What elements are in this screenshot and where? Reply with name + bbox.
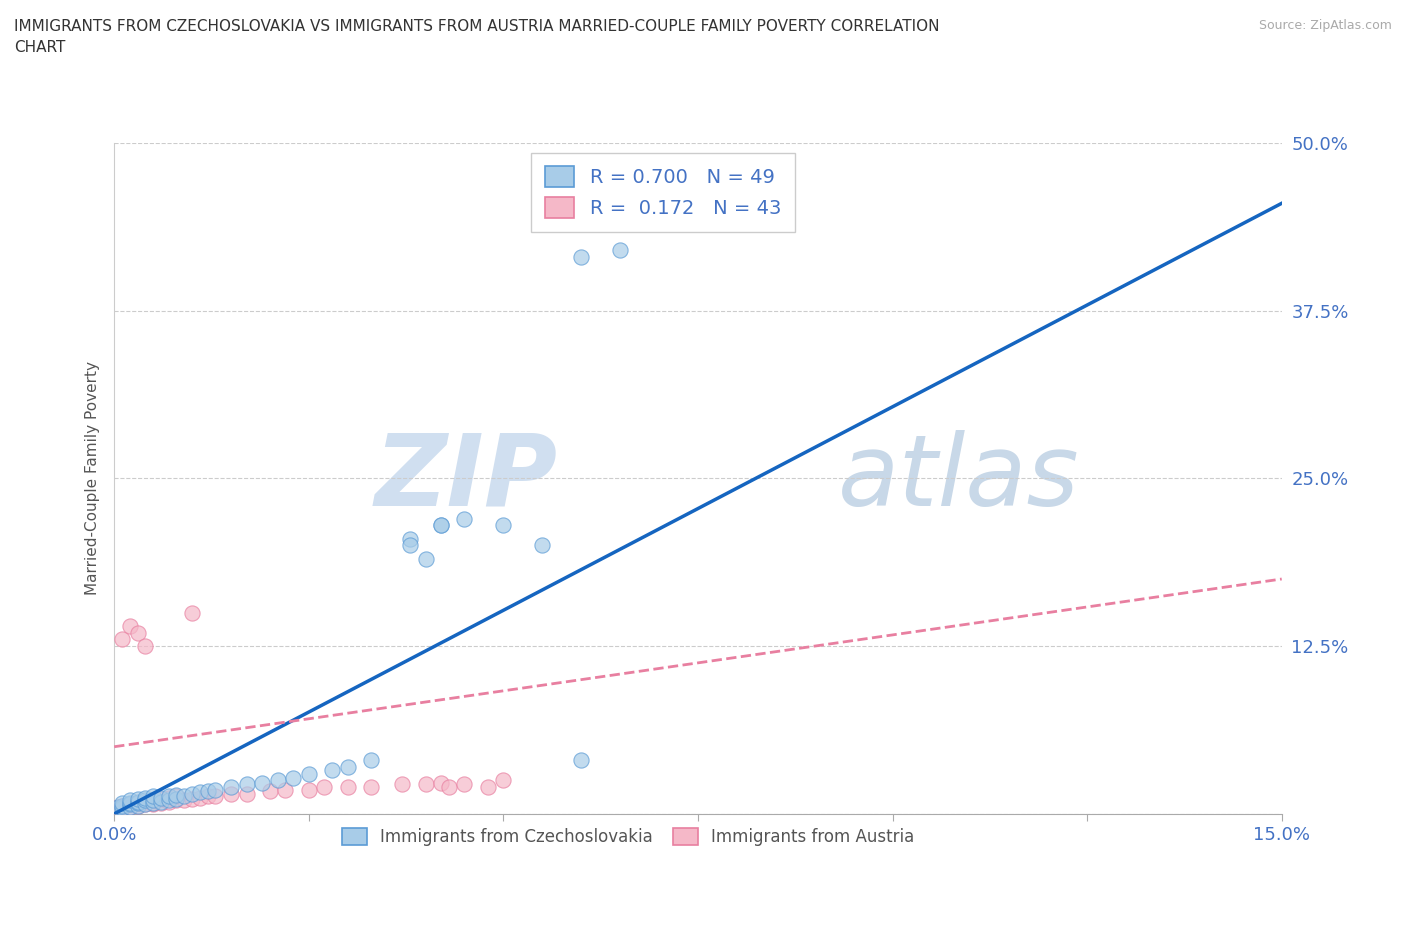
Point <box>127 794 149 809</box>
Point <box>166 789 188 804</box>
Point <box>111 801 134 816</box>
Point <box>181 786 204 801</box>
Point <box>142 789 165 804</box>
Point <box>118 800 141 815</box>
Point <box>118 793 141 808</box>
Point <box>107 800 129 815</box>
Point <box>149 794 172 809</box>
Point <box>430 518 453 533</box>
Point <box>142 797 165 812</box>
Point <box>149 790 172 805</box>
Point <box>204 789 226 804</box>
Point <box>111 798 134 813</box>
Point <box>430 518 453 533</box>
Text: atlas: atlas <box>838 430 1080 527</box>
Point <box>127 798 149 813</box>
Point <box>453 777 475 791</box>
Point <box>127 798 149 813</box>
Point <box>166 791 188 806</box>
Point <box>360 779 382 794</box>
Point <box>134 797 156 812</box>
Point <box>134 790 156 805</box>
Point <box>166 788 188 803</box>
Point <box>197 784 219 799</box>
Point <box>181 791 204 806</box>
Point <box>188 785 211 800</box>
Point <box>107 800 129 815</box>
Point <box>149 796 172 811</box>
Point <box>173 793 195 808</box>
Point <box>477 779 499 794</box>
Point <box>399 538 422 553</box>
Point <box>173 789 195 804</box>
Point <box>111 798 134 813</box>
Point <box>259 784 281 799</box>
Point <box>250 776 273 790</box>
Point <box>111 632 134 647</box>
Text: IMMIGRANTS FROM CZECHOSLOVAKIA VS IMMIGRANTS FROM AUSTRIA MARRIED-COUPLE FAMILY : IMMIGRANTS FROM CZECHOSLOVAKIA VS IMMIGR… <box>14 19 939 55</box>
Text: Source: ZipAtlas.com: Source: ZipAtlas.com <box>1258 19 1392 32</box>
Point <box>492 518 515 533</box>
Point <box>298 766 321 781</box>
Y-axis label: Married-Couple Family Poverty: Married-Couple Family Poverty <box>86 362 100 595</box>
Point <box>188 790 211 805</box>
Point <box>531 538 554 553</box>
Point <box>149 791 172 806</box>
Point <box>336 779 359 794</box>
Point <box>415 777 437 791</box>
Point <box>111 801 134 816</box>
Point <box>127 625 149 640</box>
Point <box>336 760 359 775</box>
Point <box>219 779 242 794</box>
Point <box>569 249 592 264</box>
Point <box>157 790 180 805</box>
Point <box>437 779 460 794</box>
Point <box>391 777 413 791</box>
Point <box>415 551 437 566</box>
Point <box>453 512 475 526</box>
Point <box>142 796 165 811</box>
Point <box>118 797 141 812</box>
Point <box>283 770 305 785</box>
Point <box>235 777 257 791</box>
Point <box>111 796 134 811</box>
Point <box>142 796 165 811</box>
Point <box>219 786 242 801</box>
Point <box>142 793 165 808</box>
Point <box>127 791 149 806</box>
Point <box>127 796 149 811</box>
Point <box>134 793 156 808</box>
Point <box>118 618 141 633</box>
Point <box>118 796 141 811</box>
Legend: Immigrants from Czechoslovakia, Immigrants from Austria: Immigrants from Czechoslovakia, Immigran… <box>332 817 924 856</box>
Point <box>118 800 141 815</box>
Point <box>399 531 422 546</box>
Point <box>204 782 226 797</box>
Point <box>142 793 165 808</box>
Point <box>266 773 288 788</box>
Point <box>118 797 141 812</box>
Point <box>314 779 336 794</box>
Point <box>157 789 180 804</box>
Point <box>235 786 257 801</box>
Point <box>609 243 631 258</box>
Point <box>134 639 156 654</box>
Point <box>492 773 515 788</box>
Point <box>127 796 149 811</box>
Point <box>134 794 156 809</box>
Text: ZIP: ZIP <box>375 430 558 527</box>
Point <box>134 797 156 812</box>
Point <box>197 789 219 804</box>
Point <box>430 776 453 790</box>
Point <box>569 752 592 767</box>
Point <box>181 605 204 620</box>
Point <box>274 782 297 797</box>
Point <box>298 782 321 797</box>
Point <box>157 794 180 809</box>
Point <box>360 752 382 767</box>
Point <box>321 762 343 777</box>
Point <box>157 793 180 808</box>
Point <box>166 793 188 808</box>
